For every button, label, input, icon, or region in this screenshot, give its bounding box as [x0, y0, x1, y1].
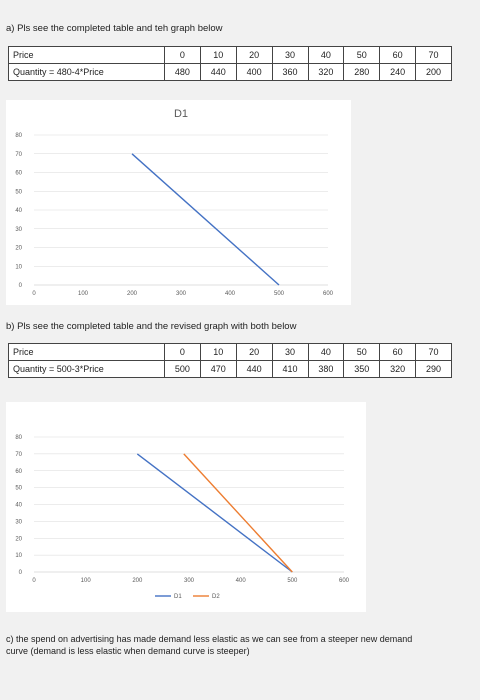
table-b-quantity-label: Quantity = 500-3*Price	[8, 360, 165, 378]
y-tick-label: 20	[15, 246, 22, 252]
table-b-quantity-row: Quantity = 500-3*Price 500 470 440 410 3…	[8, 360, 452, 378]
table-b-price-cell: 50	[343, 343, 381, 361]
series-line-d2	[183, 453, 293, 573]
y-tick-label: 0	[19, 570, 23, 576]
table-b-quantity-cell: 440	[235, 360, 273, 378]
y-tick-label: 30	[15, 227, 22, 233]
chart-d1: 0 10 20 30 40 50 60 70 80 0 100 200 300 400 500 600 D1	[6, 100, 351, 305]
table-a-quantity-label: Quantity = 480-4*Price	[8, 63, 165, 81]
table-a-price-cell: 60	[379, 46, 417, 64]
table-b-quantity-cell: 320	[379, 360, 417, 378]
table-a-quantity-cell: 480	[164, 63, 201, 81]
table-a-quantity-cell: 240	[379, 63, 417, 81]
table-a-quantity-cell: 200	[415, 63, 452, 81]
part-c-line-2: curve (demand is less elastic when deman…	[6, 646, 250, 656]
y-tick-label: 40	[15, 208, 22, 214]
table-b-price-row: Price 0 10 20 30 40 50 60 70	[8, 343, 452, 361]
y-tick-label: 70	[15, 152, 22, 158]
x-tick-label: 200	[132, 578, 143, 584]
y-tick-label: 50	[15, 486, 22, 492]
table-b-price-cell: 0	[164, 343, 201, 361]
table-b-price-cell: 60	[379, 343, 417, 361]
table-a-quantity-cell: 440	[199, 63, 237, 81]
x-tick-label: 400	[236, 578, 247, 584]
table-b: Price 0 10 20 30 40 50 60 70 Quantity = …	[8, 343, 452, 378]
table-a-quantity-cell: 400	[235, 63, 273, 81]
x-tick-label: 100	[78, 291, 89, 297]
table-a-price-cell: 10	[199, 46, 237, 64]
x-tick-label: 600	[339, 578, 350, 584]
chart-title: D1	[174, 108, 188, 120]
table-a-price-row: Price 0 10 20 30 40 50 60 70	[8, 46, 452, 64]
table-a: Price 0 10 20 30 40 50 60 70 Quantity = …	[8, 46, 452, 81]
table-b-price-cell: 30	[271, 343, 309, 361]
table-b-price-cell: 70	[415, 343, 452, 361]
table-b-quantity-cell: 350	[343, 360, 381, 378]
table-b-quantity-cell: 380	[307, 360, 345, 378]
series-line-d1	[131, 153, 280, 286]
table-b-price-cell: 40	[307, 343, 345, 361]
legend-label: D2	[212, 594, 220, 600]
y-tick-label: 80	[15, 133, 22, 139]
y-tick-label: 50	[15, 189, 22, 195]
x-tick-label: 400	[225, 291, 236, 297]
series-line-d1	[136, 453, 293, 573]
table-a-quantity-cell: 360	[271, 63, 309, 81]
table-a-price-cell: 50	[343, 46, 381, 64]
table-b-price-label: Price	[8, 343, 165, 361]
x-tick-label: 300	[176, 291, 187, 297]
x-tick-label: 600	[323, 291, 334, 297]
x-tick-label: 200	[127, 291, 138, 297]
chart-background	[6, 100, 351, 305]
table-a-price-cell: 30	[271, 46, 309, 64]
table-b-quantity-cell: 290	[415, 360, 452, 378]
y-tick-label: 0	[19, 283, 23, 289]
table-b-quantity-cell: 470	[199, 360, 237, 378]
y-tick-label: 70	[15, 452, 22, 458]
y-tick-label: 10	[15, 264, 22, 270]
part-a-heading: a) Pls see the completed table and teh g…	[6, 23, 223, 34]
table-a-price-cell: 20	[235, 46, 273, 64]
x-tick-label: 100	[81, 578, 92, 584]
table-b-price-cell: 20	[235, 343, 273, 361]
x-tick-label: 300	[184, 578, 195, 584]
chart-d1-d2: 0 10 20 30 40 50 60 70 80 0 100 200 300 400 500 600 D1 D2	[6, 402, 366, 612]
y-tick-label: 30	[15, 519, 22, 525]
table-a-quantity-row: Quantity = 480-4*Price 480 440 400 360 3…	[8, 63, 452, 81]
x-tick-label: 0	[32, 578, 36, 584]
legend-label: D1	[174, 594, 182, 600]
table-b-quantity-cell: 500	[164, 360, 201, 378]
y-tick-label: 60	[15, 469, 22, 475]
x-tick-label: 500	[274, 291, 285, 297]
y-tick-label: 80	[15, 435, 22, 441]
part-b-heading: b) Pls see the completed table and the r…	[6, 321, 297, 332]
table-a-quantity-cell: 280	[343, 63, 381, 81]
table-a-price-cell: 70	[415, 46, 452, 64]
y-tick-label: 20	[15, 536, 22, 542]
x-tick-label: 0	[32, 291, 36, 297]
table-b-price-cell: 10	[199, 343, 237, 361]
y-tick-label: 60	[15, 171, 22, 177]
table-a-price-cell: 40	[307, 46, 345, 64]
y-tick-label: 40	[15, 503, 22, 509]
table-a-price-label: Price	[8, 46, 165, 64]
y-tick-label: 10	[15, 553, 22, 559]
x-tick-label: 500	[287, 578, 298, 584]
table-a-quantity-cell: 320	[307, 63, 345, 81]
table-b-quantity-cell: 410	[271, 360, 309, 378]
table-a-price-cell: 0	[164, 46, 201, 64]
part-c-line-1: c) the spend on advertising has made dem…	[6, 634, 413, 644]
